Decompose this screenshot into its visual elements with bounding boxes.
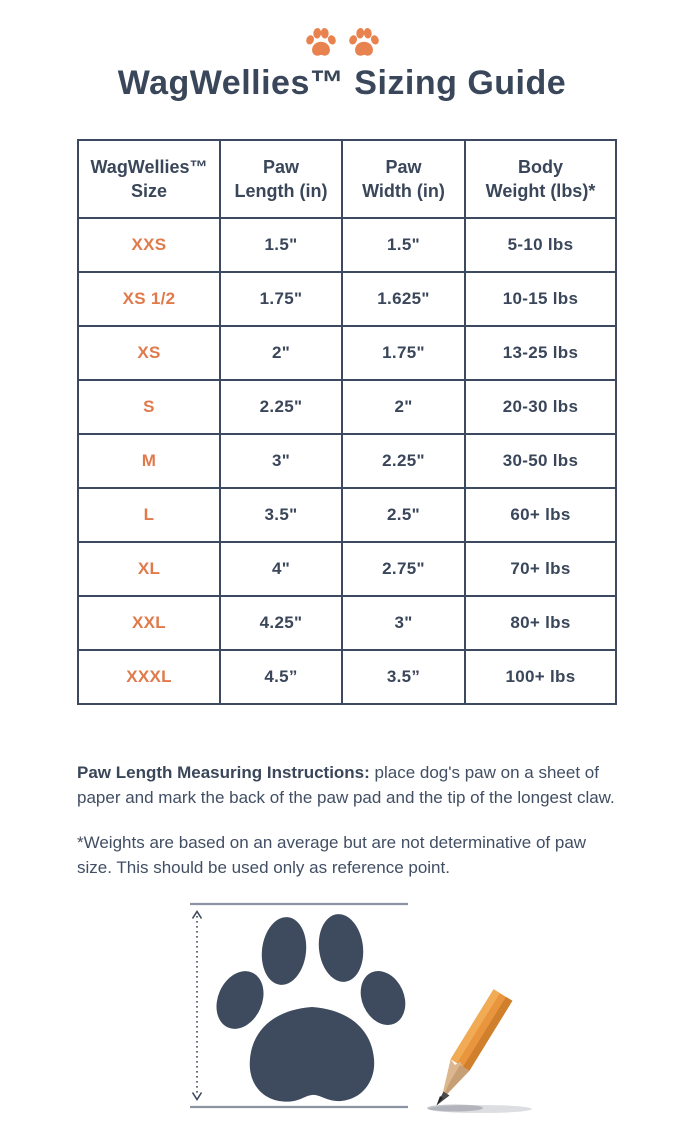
table-row: S 2.25" 2" 20-30 lbs	[77, 379, 617, 435]
paw-length-value: 1.75"	[219, 271, 343, 327]
sizing-table: WagWellies™ Size Paw Length (in) Paw Wid…	[77, 139, 617, 705]
paw-width-value: 1.5"	[341, 217, 466, 273]
paw-length-value: 3"	[219, 433, 343, 489]
size-label: XXL	[77, 595, 221, 651]
table-row: XS 1/2 1.75" 1.625" 10-15 lbs	[77, 271, 617, 327]
weights-disclaimer: *Weights are based on an average but are…	[77, 833, 587, 877]
column-header-body-weight: Body Weight (lbs)*	[464, 139, 617, 219]
table-row: XXS 1.5" 1.5" 5-10 lbs	[77, 217, 617, 273]
size-label: M	[77, 433, 221, 489]
paw-length-value: 1.5"	[219, 217, 343, 273]
table-row: L 3.5" 2.5" 60+ lbs	[77, 487, 617, 543]
body-weight-value: 70+ lbs	[464, 541, 617, 597]
size-label: XXS	[77, 217, 221, 273]
paw-width-value: 2.25"	[341, 433, 466, 489]
header-paw-icons	[0, 26, 684, 58]
measure-arrow-icon	[191, 910, 203, 1101]
size-label: XXXL	[77, 649, 221, 705]
paw-length-value: 2.25"	[219, 379, 343, 435]
table-row: XS 2" 1.75" 13-25 lbs	[77, 325, 617, 381]
paw-length-value: 3.5"	[219, 487, 343, 543]
page-title: WagWellies™ Sizing Guide	[117, 64, 567, 102]
paw-width-value: 3"	[341, 595, 466, 651]
paw-width-value: 2.75"	[341, 541, 466, 597]
measuring-instructions: Paw Length Measuring Instructions: place…	[77, 761, 625, 810]
paw-width-value: 1.75"	[341, 325, 466, 381]
table-row: M 3" 2.25" 30-50 lbs	[77, 433, 617, 489]
body-weight-value: 10-15 lbs	[464, 271, 617, 327]
body-weight-value: 60+ lbs	[464, 487, 617, 543]
pencil-icon	[427, 989, 532, 1113]
paw-print-icon	[216, 914, 406, 1102]
paw-length-value: 4.25"	[219, 595, 343, 651]
paw-icon	[305, 27, 336, 56]
paw-width-value: 2"	[341, 379, 466, 435]
paw-width-value: 2.5"	[341, 487, 466, 543]
paw-width-value: 1.625"	[341, 271, 466, 327]
measuring-instructions-lead: Paw Length Measuring Instructions:	[77, 763, 370, 782]
table-row: XXXL 4.5” 3.5” 100+ lbs	[77, 649, 617, 705]
size-label: XS	[77, 325, 221, 381]
body-weight-value: 5-10 lbs	[464, 217, 617, 273]
paw-width-value: 3.5”	[341, 649, 466, 705]
paw-icon	[348, 27, 379, 56]
measuring-instructions-body: place dog's paw on a sheet of paper and …	[77, 763, 615, 807]
body-weight-value: 80+ lbs	[464, 595, 617, 651]
body-weight-value: 13-25 lbs	[464, 325, 617, 381]
size-label: XL	[77, 541, 221, 597]
body-weight-value: 20-30 lbs	[464, 379, 617, 435]
size-label: S	[77, 379, 221, 435]
paw-length-value: 2"	[219, 325, 343, 381]
table-header-row: WagWellies™ Size Paw Length (in) Paw Wid…	[77, 139, 617, 219]
size-label: L	[77, 487, 221, 543]
column-header-size: WagWellies™ Size	[77, 139, 221, 219]
table-row: XL 4" 2.75" 70+ lbs	[77, 541, 617, 597]
paw-measuring-illustration	[190, 902, 532, 1113]
body-weight-value: 100+ lbs	[464, 649, 617, 705]
size-label: XS 1/2	[77, 271, 221, 327]
paw-length-value: 4"	[219, 541, 343, 597]
column-header-paw-width: Paw Width (in)	[341, 139, 466, 219]
column-header-paw-length: Paw Length (in)	[219, 139, 343, 219]
table-row: XXL 4.25" 3" 80+ lbs	[77, 595, 617, 651]
paw-length-value: 4.5”	[219, 649, 343, 705]
body-weight-value: 30-50 lbs	[464, 433, 617, 489]
